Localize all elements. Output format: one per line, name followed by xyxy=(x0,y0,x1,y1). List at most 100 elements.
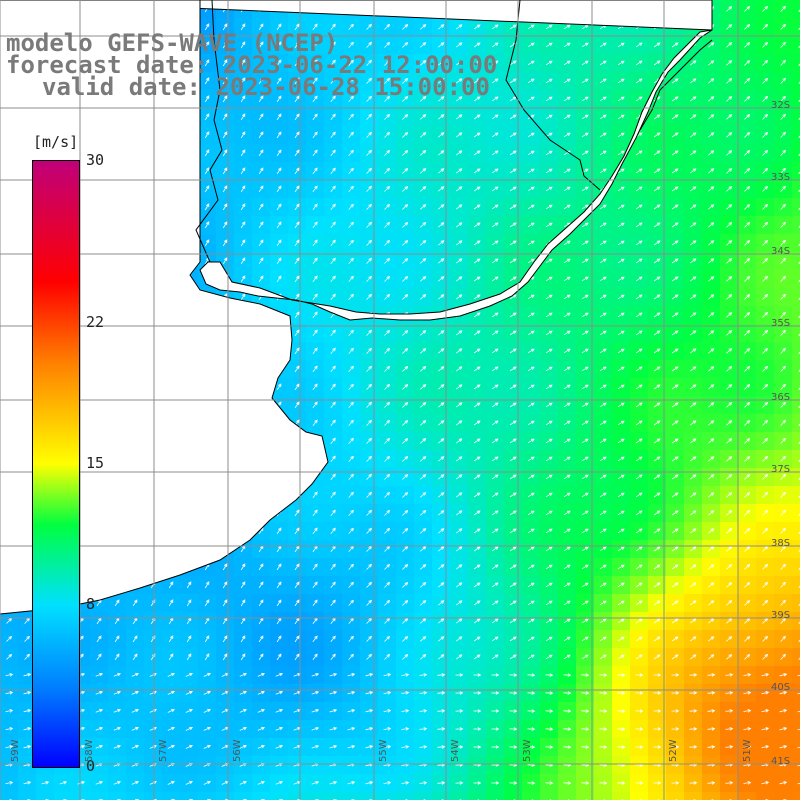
wind-speed-cell xyxy=(306,774,325,793)
wind-arrow xyxy=(689,348,697,354)
wind-arrow xyxy=(635,78,643,84)
wind-speed-cell xyxy=(648,468,667,487)
wind-arrow xyxy=(384,563,391,570)
wind-arrow xyxy=(527,691,536,695)
wind-arrow xyxy=(473,781,482,785)
wind-speed-cell xyxy=(576,720,595,739)
wind-arrow xyxy=(239,708,247,713)
wind-speed-cell xyxy=(594,342,613,361)
wind-speed-cell xyxy=(774,648,793,667)
wind-arrow xyxy=(348,455,354,462)
wind-speed-cell xyxy=(738,18,757,37)
wind-speed-cell xyxy=(612,378,631,397)
wind-arrow xyxy=(708,366,715,372)
wind-speed-cell xyxy=(396,144,415,163)
wind-speed-cell xyxy=(666,180,685,199)
wind-speed-cell xyxy=(558,576,577,595)
wind-arrow xyxy=(689,330,697,336)
wind-speed-cell xyxy=(576,450,595,469)
wind-arrow xyxy=(330,131,336,138)
wind-speed-cell xyxy=(756,522,775,541)
wind-speed-cell xyxy=(702,630,721,649)
wind-speed-cell xyxy=(594,288,613,307)
wind-speed-cell xyxy=(396,342,415,361)
wind-arrow xyxy=(222,113,228,121)
wind-arrow xyxy=(366,95,372,102)
wind-arrow xyxy=(725,727,734,731)
wind-arrow xyxy=(384,527,391,534)
wind-arrow xyxy=(491,582,499,588)
wind-arrow xyxy=(312,185,318,193)
wind-arrow xyxy=(708,546,715,552)
wind-arrow xyxy=(365,709,374,713)
wind-arrow xyxy=(294,59,300,67)
wind-arrow xyxy=(276,221,282,229)
wind-arrow xyxy=(726,42,733,48)
wind-speed-cell xyxy=(324,522,343,541)
wind-arrow xyxy=(635,186,643,192)
wind-speed-cell xyxy=(774,216,793,235)
wind-speed-cell xyxy=(270,774,289,793)
wind-arrow xyxy=(689,745,698,749)
wind-arrow xyxy=(402,618,409,624)
wind-arrow xyxy=(491,654,499,660)
wind-arrow xyxy=(708,132,715,138)
wind-speed-cell xyxy=(342,54,361,73)
wind-speed-cell xyxy=(576,702,595,721)
wind-arrow xyxy=(509,276,517,282)
wind-arrow xyxy=(240,599,246,607)
wind-arrow xyxy=(726,438,733,444)
wind-arrow xyxy=(798,603,800,606)
wind-speed-cell xyxy=(306,504,325,523)
wind-arrow xyxy=(402,582,409,588)
wind-arrow xyxy=(258,113,264,121)
wind-arrow xyxy=(708,96,715,102)
wind-arrow xyxy=(780,509,786,516)
wind-speed-cell xyxy=(648,36,667,55)
wind-speed-cell xyxy=(468,108,487,127)
wind-speed-cell xyxy=(522,432,541,451)
wind-speed-cell xyxy=(702,522,721,541)
wind-speed-cell xyxy=(270,702,289,721)
wind-speed-cell xyxy=(288,108,307,127)
wind-speed-cell xyxy=(612,396,631,415)
wind-arrow xyxy=(689,294,697,300)
wind-arrow xyxy=(239,726,247,731)
wind-speed-cell xyxy=(396,90,415,109)
wind-arrow xyxy=(671,492,679,498)
wind-speed-cell xyxy=(450,180,469,199)
wind-speed-cell xyxy=(360,684,379,703)
wind-arrow xyxy=(744,168,751,174)
wind-speed-cell xyxy=(792,288,800,307)
wind-speed-cell xyxy=(216,126,235,145)
wind-arrow xyxy=(671,132,679,138)
wind-arrow xyxy=(384,131,391,138)
wind-speed-cell xyxy=(684,216,703,235)
wind-arrow xyxy=(509,709,518,713)
wind-arrow xyxy=(545,186,553,192)
wind-speed-cell xyxy=(576,360,595,379)
longitude-label: 55W xyxy=(378,739,389,762)
wind-speed-cell xyxy=(396,108,415,127)
wind-speed-cell xyxy=(450,252,469,271)
wind-arrow xyxy=(581,654,589,660)
wind-speed-cell xyxy=(648,774,667,793)
wind-arrow xyxy=(744,492,751,498)
wind-speed-cell xyxy=(342,522,361,541)
wind-arrow xyxy=(312,599,318,607)
wind-speed-cell xyxy=(630,252,649,271)
wind-speed-cell xyxy=(774,594,793,613)
wind-speed-cell xyxy=(468,378,487,397)
wind-arrow xyxy=(689,438,697,444)
latitude-label: 35S xyxy=(771,318,791,329)
wind-speed-cell xyxy=(738,126,757,145)
wind-speed-cell xyxy=(558,666,577,685)
wind-arrow xyxy=(726,114,733,120)
wind-arrow xyxy=(798,477,800,480)
wind-speed-cell xyxy=(504,720,523,739)
wind-arrow xyxy=(689,456,697,462)
wind-speed-cell xyxy=(468,144,487,163)
wind-speed-cell xyxy=(378,432,397,451)
wind-speed-cell xyxy=(198,90,217,109)
